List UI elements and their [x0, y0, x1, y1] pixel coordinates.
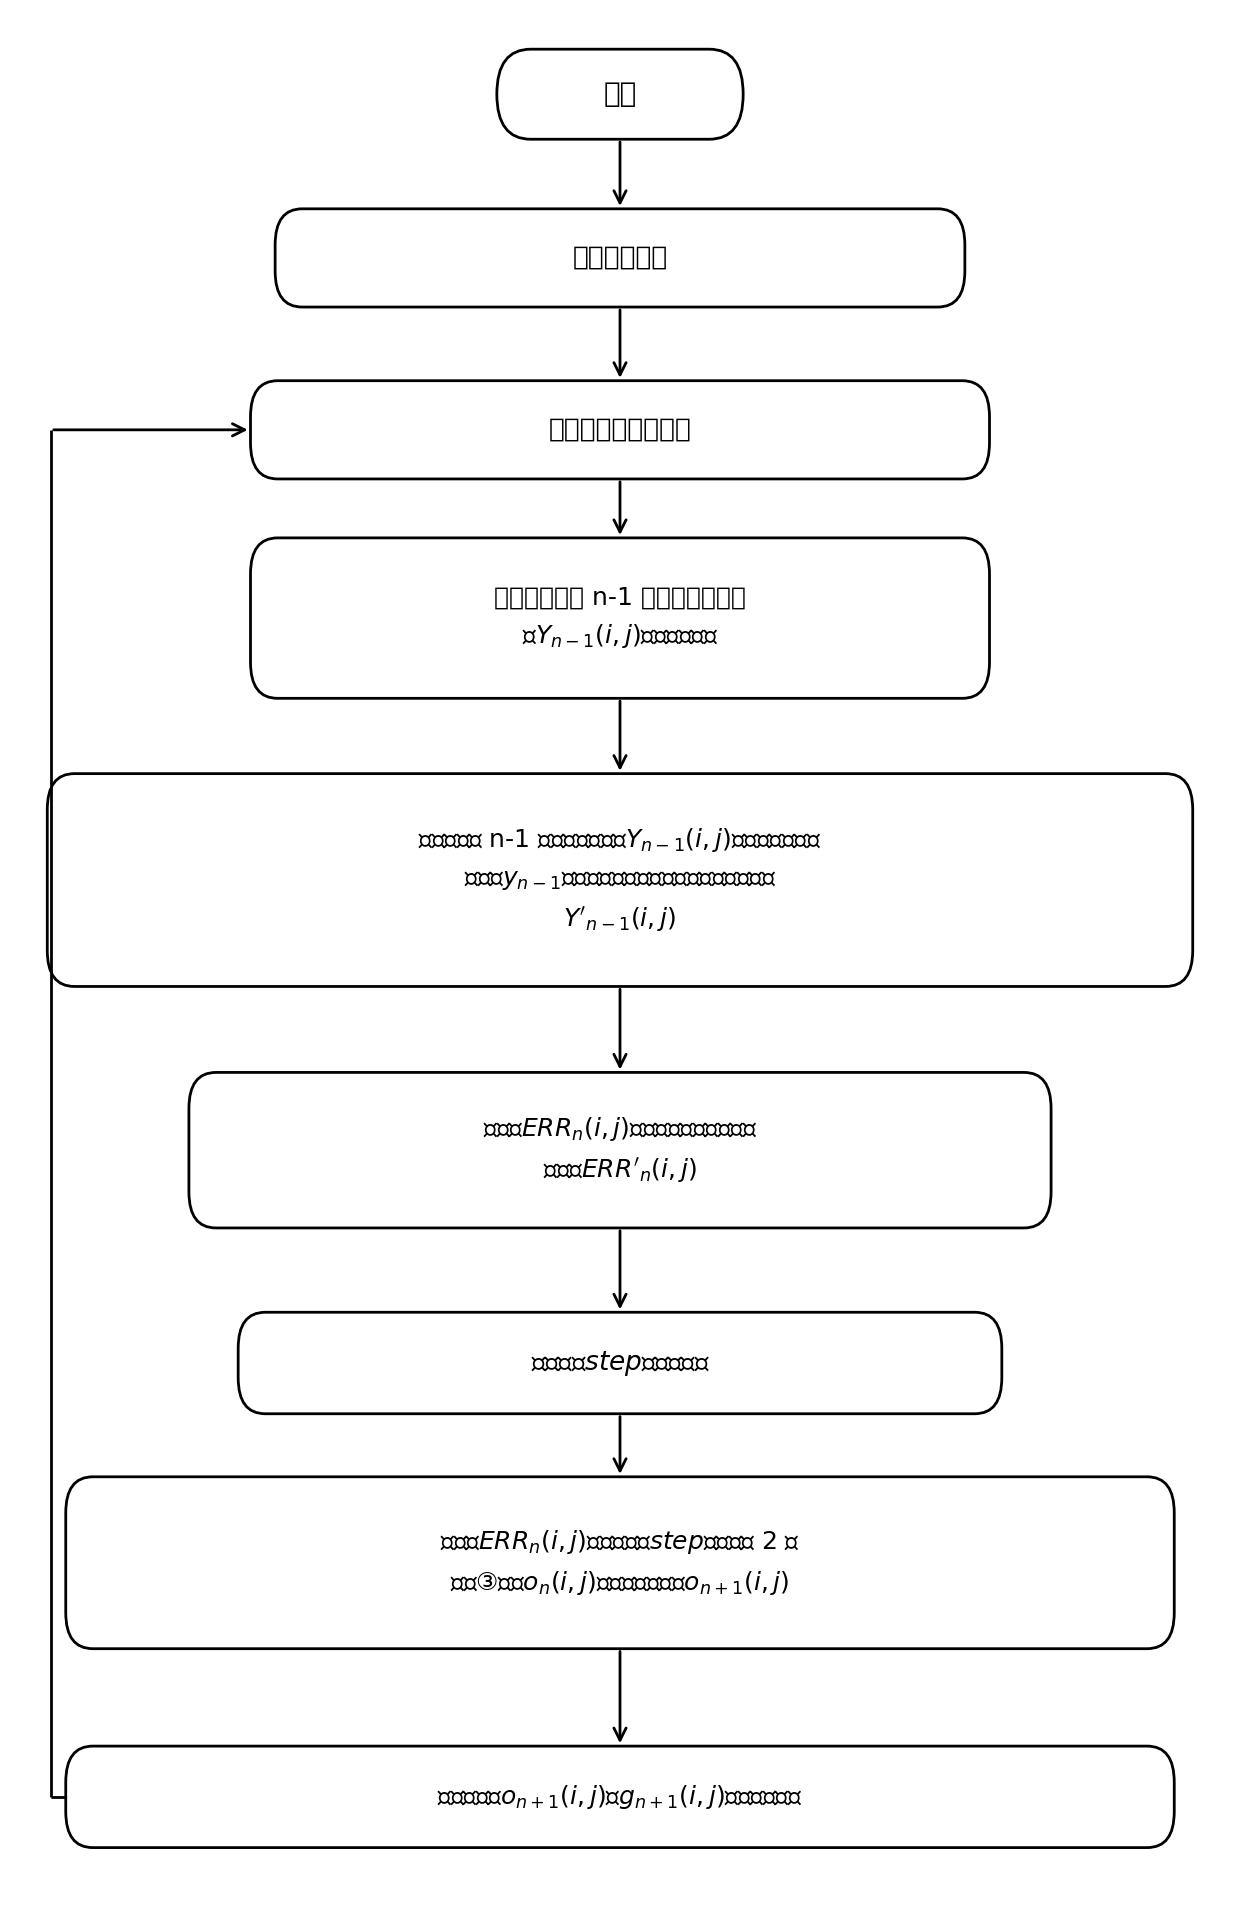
Text: 计算校正后第 n-1 帧的输出像素矩
阵$Y_{n-1}(i,j)$的平均像素值: 计算校正后第 n-1 帧的输出像素矩 阵$Y_{n-1}(i,j)$的平均像素值	[494, 585, 746, 651]
FancyBboxPatch shape	[238, 1312, 1002, 1414]
Text: 按校正公式开始校正: 按校正公式开始校正	[548, 417, 692, 442]
Text: 对阈值$ERR_n(i,j)$进行调整，得到调整后
的阈值$ERR'_n(i,j)$: 对阈值$ERR_n(i,j)$进行调整，得到调整后 的阈值$ERR'_n(i,j…	[482, 1115, 758, 1184]
FancyBboxPatch shape	[66, 1476, 1174, 1648]
FancyBboxPatch shape	[275, 209, 965, 307]
FancyBboxPatch shape	[250, 537, 990, 697]
Text: 收敛步长$step$进行自调整: 收敛步长$step$进行自调整	[531, 1349, 709, 1378]
FancyBboxPatch shape	[250, 381, 990, 479]
FancyBboxPatch shape	[497, 48, 743, 139]
FancyBboxPatch shape	[47, 773, 1193, 987]
Text: 将阈值$ERR_n(i,j)$和收敛步长$step$代入步骤 2 的
公式③中对$o_n(i,j)$进行更新，得到$o_{n+1}(i,j)$: 将阈值$ERR_n(i,j)$和收敛步长$step$代入步骤 2 的 公式③中对…	[440, 1528, 800, 1598]
FancyBboxPatch shape	[66, 1747, 1174, 1847]
Text: 开始: 开始	[604, 81, 636, 108]
Text: 输入原始图像: 输入原始图像	[573, 245, 667, 270]
Text: 将更新后的$o_{n+1}(i,j)$和$g_{n+1}(i,j)$代入校正公式: 将更新后的$o_{n+1}(i,j)$和$g_{n+1}(i,j)$代入校正公式	[438, 1783, 802, 1810]
Text: 对校正后第 n-1 帧输出像素矩阵$Y_{n-1}(i,j)$的各个像素点的
像素值$y_{n-1}$分别进行调整，得到调整后的像素矩阵
$Y'_{n-1}(i: 对校正后第 n-1 帧输出像素矩阵$Y_{n-1}(i,j)$的各个像素点的 像…	[418, 827, 822, 933]
FancyBboxPatch shape	[188, 1072, 1052, 1229]
